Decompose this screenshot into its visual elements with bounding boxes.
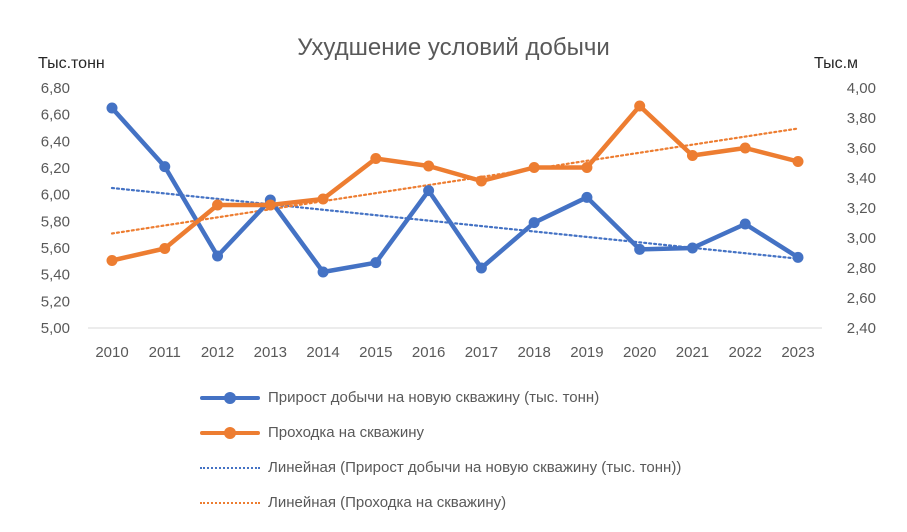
series-2-point: [159, 243, 171, 254]
series-1-point: [792, 251, 804, 263]
y-left-axis-label: Тыс.тонн: [38, 55, 105, 72]
legend-swatch-trend-2: [200, 496, 260, 510]
series-1-point: [686, 242, 698, 254]
legend-item-trend-1: Линейная (Прирост добычи на новую скважи…: [200, 450, 681, 485]
legend-item-series-2: Проходка на скважину: [200, 415, 681, 450]
trendline-2: [110, 127, 800, 235]
series-2-point: [212, 199, 224, 211]
series-2-point: [528, 162, 540, 173]
y-left-tick-label: 6,00: [41, 187, 70, 204]
x-tick-label: 2018: [517, 344, 550, 361]
y-right-tick-label: 3,40: [847, 170, 876, 187]
x-tick-label: 2014: [306, 344, 339, 361]
y-left-tick-label: 6,80: [41, 80, 70, 97]
series-2-point: [686, 150, 698, 161]
series-2-point: [634, 100, 646, 112]
series-2-point: [106, 255, 118, 266]
series-line-1: [109, 105, 801, 275]
x-tick-label: 2013: [254, 344, 287, 361]
legend-swatch-series-1: [200, 391, 260, 405]
legend-swatch-trend-1: [200, 461, 260, 475]
y-right-tick-label: 2,40: [847, 320, 876, 337]
legend-item-series-1: Прирост добычи на новую скважину (тыс. т…: [200, 380, 681, 415]
x-tick-label: 2023: [781, 344, 814, 361]
series-1-point: [159, 161, 171, 173]
series-1-point: [212, 250, 224, 262]
x-tick-label: 2012: [201, 344, 234, 361]
x-tick-label: 2019: [570, 344, 603, 361]
x-tick-label: 2021: [676, 344, 709, 361]
y-left-tick-label: 5,80: [41, 213, 70, 230]
legend-item-trend-2: Линейная (Проходка на скважину): [200, 485, 681, 520]
x-tick-label: 2011: [149, 344, 181, 361]
y-left-tick-label: 6,60: [41, 107, 70, 124]
x-tick-label: 2017: [465, 344, 498, 361]
series-1-point: [106, 102, 118, 114]
series-2-point: [739, 142, 751, 154]
y-right-tick-label: 2,80: [847, 260, 876, 277]
chart-title: Ухудшение условий добычи: [297, 34, 610, 61]
series-line-2: [109, 103, 801, 263]
legend-label-series-2: Проходка на скважину: [268, 424, 424, 441]
y-right-axis-label: Тыс.м: [814, 55, 859, 72]
y-right-tick-label: 4,00: [847, 80, 876, 97]
legend-label-trend-1: Линейная (Прирост добычи на новую скважи…: [268, 459, 682, 476]
series-2-point: [475, 175, 487, 187]
y-right-tick-label: 3,80: [847, 110, 876, 127]
x-tick-label: 2010: [95, 344, 128, 361]
series-2-point: [581, 162, 593, 173]
legend-label-trend-2: Линейная (Проходка на скважину): [268, 494, 507, 511]
series-1-point: [581, 191, 593, 203]
y-right-tick-label: 3,00: [847, 230, 876, 247]
series-1-point: [317, 266, 329, 278]
x-tick-label: 2016: [412, 344, 445, 361]
y-left-tick-label: 6,40: [41, 133, 70, 150]
series-1-point: [370, 257, 382, 269]
y-right-tick-label: 3,20: [847, 200, 876, 217]
series-1-point: [423, 185, 435, 197]
x-tick-label: 2020: [623, 344, 656, 361]
series-1-point: [528, 217, 540, 229]
legend-label-series-1: Прирост добычи на новую скважину (тыс. т…: [268, 389, 600, 406]
y-right-tick-label: 3,60: [847, 140, 876, 157]
x-tick-label: 2015: [359, 344, 392, 361]
series-2-point: [423, 160, 435, 172]
legend-swatch-series-2: [200, 426, 260, 440]
x-tick-label: 2022: [729, 344, 762, 361]
series-1-point: [739, 218, 751, 230]
series-2-point: [317, 193, 329, 205]
series-2-point: [792, 156, 804, 167]
y-right-tick-label: 2,60: [847, 290, 876, 307]
series-1-point: [634, 243, 646, 255]
y-left-tick-label: 5,20: [41, 293, 70, 310]
y-left-tick-label: 5,00: [41, 320, 70, 337]
y-left-tick-label: 5,40: [41, 267, 70, 284]
y-left-tick-label: 6,20: [41, 160, 70, 177]
series-1-point: [475, 262, 487, 274]
series-2-point: [370, 153, 382, 164]
legend: Прирост добычи на новую скважину (тыс. т…: [200, 380, 681, 520]
series-2-point: [264, 199, 276, 211]
y-left-tick-label: 5,60: [41, 240, 70, 257]
